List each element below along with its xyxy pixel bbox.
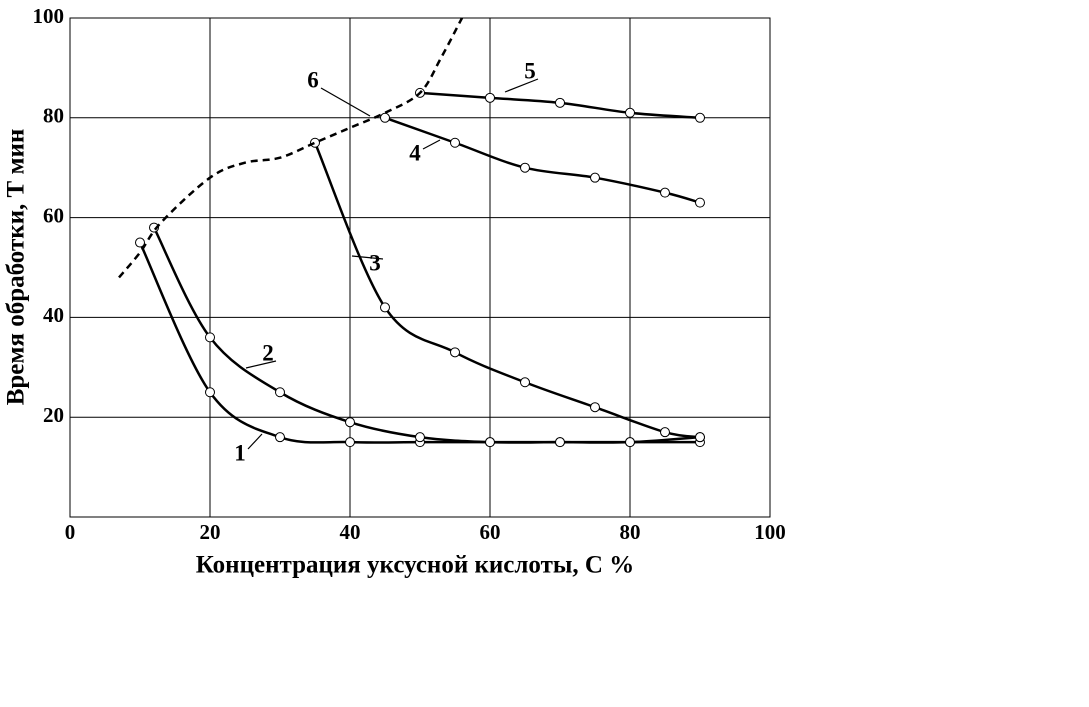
label-leader: [245, 360, 277, 369]
data-point: [625, 437, 635, 448]
series-label: 3: [369, 250, 381, 275]
data-point: [275, 432, 285, 443]
data-point: [695, 197, 705, 208]
data-point: [520, 162, 530, 173]
data-point: [625, 107, 635, 118]
series-label: 2: [262, 340, 274, 365]
data-point: [590, 402, 600, 413]
data-point: [275, 387, 285, 398]
data-point: [310, 137, 320, 148]
series-label: 4: [409, 140, 421, 165]
data-point: [520, 377, 530, 388]
data-point: [205, 332, 215, 343]
data-point: [590, 172, 600, 183]
series-label: 5: [524, 58, 536, 83]
y-axis-label: Время обработки, Т мин: [3, 129, 30, 406]
label-leader: [247, 433, 263, 450]
data-point: [695, 432, 705, 443]
x-tick-label: 40: [340, 520, 361, 544]
data-point: [135, 237, 145, 248]
series-label: 6: [307, 67, 319, 92]
x-tick-label: 0: [65, 520, 76, 544]
y-tick-label: 40: [43, 303, 64, 327]
y-tick-label: 60: [43, 203, 64, 227]
data-point: [415, 432, 425, 443]
data-point: [660, 427, 670, 438]
data-point: [450, 137, 460, 148]
data-point: [555, 97, 565, 108]
x-tick-label: 60: [480, 520, 501, 544]
data-point: [205, 387, 215, 398]
data-point: [485, 437, 495, 448]
y-tick-label: 80: [43, 104, 64, 128]
data-point: [380, 112, 390, 123]
data-point: [695, 112, 705, 123]
label-leader: [422, 139, 441, 150]
data-point: [345, 417, 355, 428]
data-point: [345, 437, 355, 448]
series-line: [118, 17, 464, 279]
x-tick-label: 80: [620, 520, 641, 544]
data-point: [555, 437, 565, 448]
x-tick-label: 20: [200, 520, 221, 544]
series-label: 1: [234, 440, 246, 465]
y-tick-label: 20: [43, 403, 64, 427]
series-line: [313, 142, 701, 439]
label-leader: [351, 255, 384, 260]
y-tick-label: 100: [33, 4, 65, 28]
data-point: [485, 92, 495, 103]
series-line: [152, 227, 701, 444]
data-point: [380, 302, 390, 313]
data-point: [450, 347, 460, 358]
label-leader: [504, 78, 539, 93]
series-line: [384, 116, 701, 204]
series-line: [138, 242, 700, 444]
x-tick-label: 100: [754, 520, 786, 544]
label-leader: [320, 87, 371, 117]
data-point: [660, 187, 670, 198]
x-axis-label: Концентрация уксусной кислоты, С %: [196, 552, 634, 579]
